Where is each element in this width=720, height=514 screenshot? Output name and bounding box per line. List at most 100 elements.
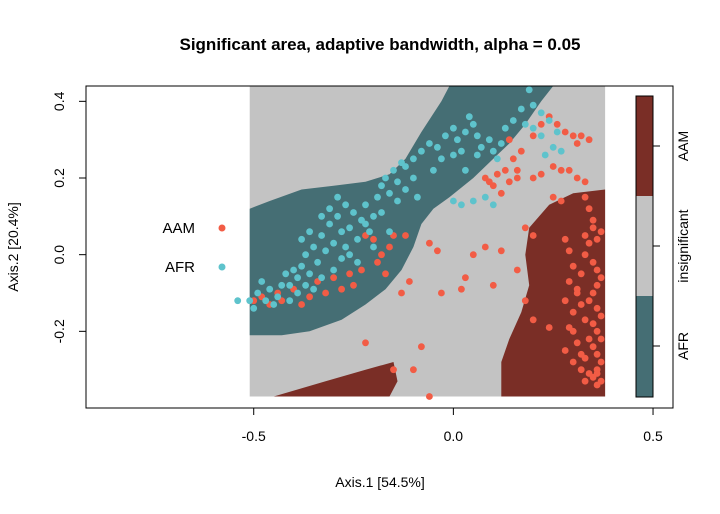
point-afr <box>338 255 345 262</box>
point-afr <box>497 140 505 147</box>
point-aam <box>406 278 413 285</box>
point-afr <box>286 297 294 305</box>
point-afr <box>298 235 305 243</box>
point-afr <box>370 243 377 251</box>
x-tick-label: -0.5 <box>242 428 266 444</box>
point-aam <box>298 301 305 308</box>
point-aam <box>565 247 573 255</box>
x-tick-label: 0.5 <box>643 428 663 444</box>
point-aam <box>569 132 577 140</box>
point-afr <box>334 193 341 201</box>
point-afr <box>250 304 258 312</box>
point-afr <box>302 251 309 259</box>
colorbar-label-aam: AAM <box>675 131 691 161</box>
point-afr <box>414 193 421 201</box>
point-aam <box>426 393 433 400</box>
point-afr <box>529 101 537 109</box>
point-afr <box>525 86 533 94</box>
point-afr <box>318 232 325 239</box>
point-afr <box>278 281 286 289</box>
point-afr <box>390 166 397 174</box>
point-afr <box>489 201 497 209</box>
point-aam <box>581 316 589 324</box>
point-aam <box>529 316 537 324</box>
point-aam <box>513 166 521 174</box>
point-aam <box>306 293 313 301</box>
point-aam <box>501 166 509 174</box>
point-aam <box>569 308 577 316</box>
chart-title: Significant area, adaptive bandwidth, al… <box>179 35 580 54</box>
point-afr <box>509 117 517 124</box>
legend-marker-afr <box>218 263 226 271</box>
point-afr <box>473 151 481 159</box>
colorbar-label-afr: AFR <box>675 332 691 360</box>
point-afr <box>469 120 477 128</box>
point-aam <box>593 370 601 377</box>
point-aam <box>589 224 597 232</box>
point-afr <box>294 289 301 297</box>
point-afr <box>362 220 369 228</box>
point-afr <box>326 220 333 228</box>
point-aam <box>509 155 517 163</box>
y-tick-label: 0.4 <box>51 91 67 111</box>
point-afr <box>254 289 262 297</box>
point-aam <box>513 266 521 274</box>
point-afr <box>469 197 477 205</box>
point-aam <box>593 304 601 312</box>
point-aam <box>597 335 605 343</box>
point-aam <box>597 274 605 282</box>
point-afr <box>362 201 369 209</box>
point-aam <box>589 320 597 328</box>
point-afr <box>306 228 313 236</box>
point-aam <box>505 178 513 186</box>
point-aam <box>569 358 577 366</box>
point-afr <box>426 140 433 147</box>
point-aam <box>370 235 377 243</box>
point-aam <box>418 343 425 351</box>
point-aam <box>585 239 593 247</box>
point-afr <box>342 201 349 209</box>
point-afr <box>481 193 489 201</box>
point-afr <box>294 274 301 282</box>
point-aam <box>561 297 569 305</box>
point-aam <box>585 205 593 213</box>
point-afr <box>386 228 393 236</box>
point-aam <box>577 366 585 374</box>
point-aam <box>426 239 433 247</box>
x-axis-label: Axis.1 [54.5%] <box>335 474 425 490</box>
point-afr <box>450 124 457 132</box>
y-axis-label: Axis.2 [20.4%] <box>5 202 21 292</box>
point-aam <box>573 339 581 347</box>
point-afr <box>410 174 417 182</box>
point-aam <box>517 147 525 155</box>
point-aam <box>593 350 601 358</box>
point-aam <box>505 136 513 144</box>
point-aam <box>577 132 585 140</box>
point-aam <box>529 132 537 140</box>
point-aam <box>593 381 601 389</box>
y-axis: -0.2 0.0 0.2 0.4 <box>51 91 87 343</box>
point-afr <box>374 193 381 201</box>
point-afr <box>489 147 497 155</box>
point-aam <box>458 285 465 293</box>
point-afr <box>537 109 545 117</box>
point-aam <box>589 289 597 297</box>
point-afr <box>553 128 561 136</box>
region-aam-bottom <box>273 362 398 397</box>
point-aam <box>390 366 397 374</box>
point-aam <box>489 281 497 289</box>
point-aam <box>577 270 585 278</box>
point-afr <box>462 166 469 174</box>
point-aam <box>549 163 557 170</box>
point-aam <box>593 281 601 289</box>
point-aam <box>597 312 605 320</box>
point-afr <box>450 151 457 159</box>
legend-label-afr: AFR <box>165 259 195 276</box>
point-afr <box>545 117 553 124</box>
point-aam <box>545 324 553 331</box>
point-aam <box>469 251 477 259</box>
point-aam <box>346 270 353 278</box>
point-aam <box>581 354 589 362</box>
point-aam <box>593 235 601 243</box>
point-afr <box>282 270 290 278</box>
